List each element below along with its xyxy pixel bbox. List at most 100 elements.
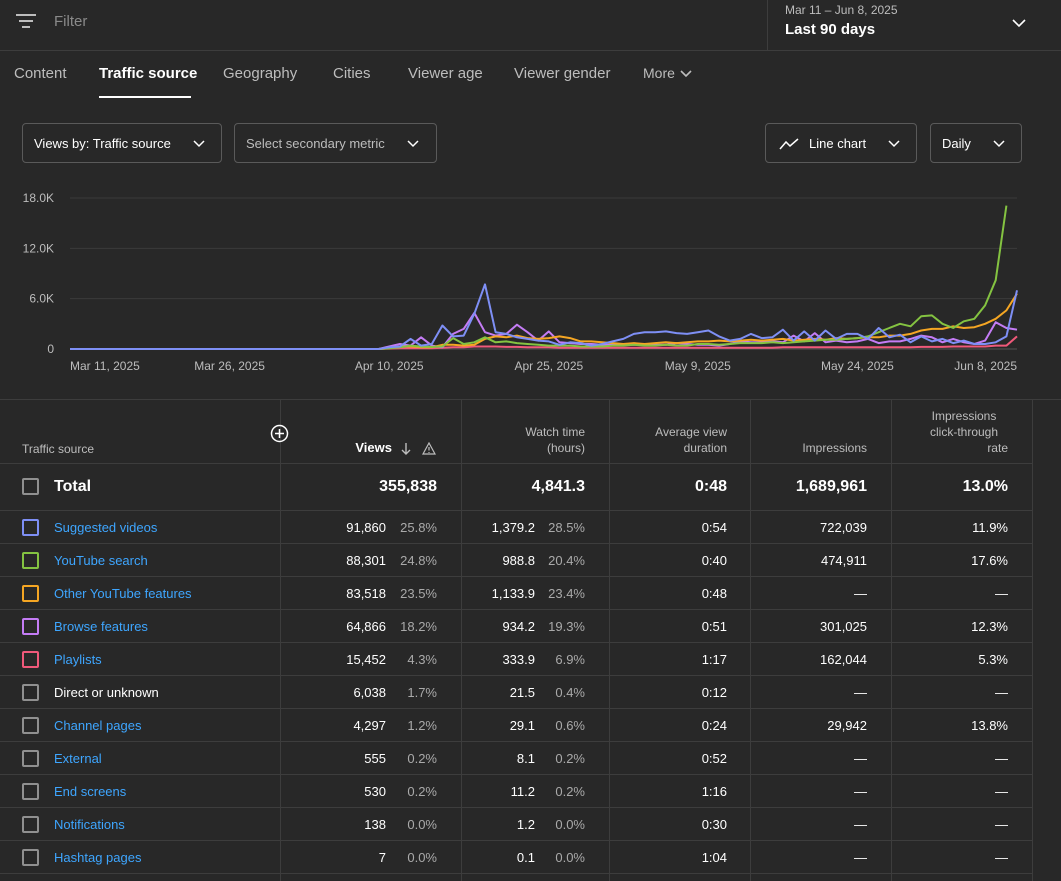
series-line-youtube-search[interactable] [70, 205, 1008, 350]
watch-time-percent: 0.2% [555, 784, 585, 799]
tab-cities[interactable]: Cities [333, 65, 371, 82]
total-views: 355,838 [379, 478, 437, 495]
traffic-source-name[interactable]: Browse features [54, 619, 148, 634]
avd-value: 1:17 [701, 652, 727, 667]
header-average-view-duration[interactable]: Average view duration [615, 424, 727, 456]
views-percent: 24.8% [400, 553, 437, 568]
watch-time-percent: 28.5% [548, 520, 585, 535]
tab-viewer-age[interactable]: Viewer age [408, 65, 483, 82]
traffic-source-name[interactable]: Channel pages [54, 718, 142, 733]
avd-value: 0:51 [701, 619, 727, 634]
series-line-suggested-videos[interactable] [70, 283, 1018, 350]
traffic-source-name[interactable]: YouTube search [54, 553, 148, 568]
row-checkbox[interactable] [22, 585, 39, 602]
date-range-selector[interactable]: Mar 11 – Jun 8, 2025 Last 90 days [767, 0, 1061, 51]
row-checkbox[interactable] [22, 717, 39, 734]
watch-time-value: 988.8 [502, 553, 535, 568]
row-checkbox[interactable] [22, 849, 39, 866]
avd-value: 0:54 [701, 520, 727, 535]
watch-time-value: 934.2 [502, 619, 535, 634]
traffic-source-name[interactable]: Suggested videos [54, 520, 158, 535]
total-impressions: 1,689,961 [795, 478, 867, 495]
report-tabs: Content Traffic source Geography Cities … [0, 51, 1061, 99]
traffic-source-name[interactable]: Playlists [54, 652, 102, 667]
watch-time-value: 0.1 [516, 850, 535, 865]
row-checkbox[interactable] [22, 750, 39, 767]
interval-select[interactable]: Daily [930, 123, 1022, 163]
traffic-source-name[interactable]: Hashtag pages [54, 850, 142, 865]
header-watch-time-line2: (hours) [546, 441, 585, 455]
watch-time-value: 8.1 [516, 751, 535, 766]
header-impressions[interactable]: Impressions [802, 441, 867, 455]
views-value: 555 [364, 751, 386, 766]
row-checkbox[interactable] [22, 684, 39, 701]
chevron-down-icon [993, 140, 1005, 148]
total-label: Total [54, 478, 92, 495]
ctr-value: 11.9% [972, 520, 1008, 535]
views-percent: 0.2% [407, 784, 437, 799]
ctr-value: — [995, 784, 1008, 799]
warning-icon[interactable] [422, 442, 436, 455]
filter-icon[interactable] [16, 13, 36, 29]
interval-label: Daily [942, 136, 971, 151]
traffic-source-table: Traffic source Views Watch time (hours) A… [0, 399, 1061, 881]
ctr-value: — [995, 586, 1008, 601]
header-ctr[interactable]: Impressions click-through rate [900, 408, 1008, 456]
filter-input[interactable]: Filter [54, 13, 88, 30]
row-checkbox[interactable] [22, 618, 39, 635]
impressions-value: — [854, 586, 867, 601]
watch-time-value: 29.1 [509, 718, 535, 733]
views-line-chart[interactable]: 18.0K 12.0K 6.0K 0 Mar 11, 2025 Mar 26, 2025 A… [0, 180, 1061, 380]
watch-time-percent: 0.0% [555, 850, 585, 865]
watch-time-value: 11.2 [510, 784, 535, 799]
chart-type-select[interactable]: Line chart [765, 123, 917, 163]
ctr-value: 12.3% [971, 619, 1008, 634]
header-traffic-source[interactable]: Traffic source [22, 442, 95, 456]
tab-geography[interactable]: Geography [223, 65, 298, 82]
header-views[interactable]: Views [355, 440, 392, 455]
chevron-down-icon [193, 140, 205, 148]
chart-type-label: Line chart [809, 136, 867, 151]
primary-metric-select[interactable]: Views by: Traffic source [22, 123, 222, 163]
impressions-value: — [854, 784, 867, 799]
chevron-down-icon [407, 140, 419, 148]
add-metric-icon[interactable] [270, 424, 289, 443]
secondary-metric-select[interactable]: Select secondary metric [234, 123, 437, 163]
y-tick-label: 12.0K [23, 241, 54, 255]
impressions-value: 29,942 [827, 718, 867, 733]
tab-more[interactable]: More [643, 65, 693, 81]
ctr-value: — [995, 751, 1008, 766]
traffic-source-name[interactable]: External [54, 751, 102, 766]
tab-traffic-source[interactable]: Traffic source [99, 65, 198, 82]
impressions-value: 301,025 [820, 619, 867, 634]
impressions-value: 722,039 [820, 520, 867, 535]
tab-viewer-gender[interactable]: Viewer gender [514, 65, 611, 82]
traffic-source-name[interactable]: End screens [54, 784, 127, 799]
total-checkbox[interactable] [22, 478, 39, 495]
watch-time-percent: 20.4% [548, 553, 585, 568]
views-value: 138 [364, 817, 386, 832]
views-percent: 4.3% [407, 652, 437, 667]
row-checkbox[interactable] [22, 783, 39, 800]
chevron-down-icon [1012, 19, 1026, 28]
traffic-source-name[interactable]: Notifications [54, 817, 125, 832]
avd-value: 0:24 [701, 718, 727, 733]
avd-value: 1:04 [701, 850, 727, 865]
row-checkbox[interactable] [22, 519, 39, 536]
total-avd: 0:48 [694, 478, 727, 495]
traffic-source-name[interactable]: Other YouTube features [54, 586, 192, 601]
impressions-value: — [854, 850, 867, 865]
sort-down-icon[interactable] [400, 442, 412, 456]
row-checkbox[interactable] [22, 552, 39, 569]
row-checkbox[interactable] [22, 816, 39, 833]
tab-content[interactable]: Content [14, 65, 67, 82]
date-range-label: Last 90 days [785, 21, 876, 38]
views-value: 6,038 [353, 685, 386, 700]
y-tick-label: 0 [47, 342, 54, 356]
ctr-value: 17.6% [971, 553, 1008, 568]
row-checkbox[interactable] [22, 651, 39, 668]
views-value: 91,860 [346, 520, 386, 535]
chevron-down-icon [680, 70, 692, 78]
x-tick-label: May 9, 2025 [665, 359, 731, 373]
header-watch-time[interactable]: Watch time (hours) [470, 424, 585, 456]
